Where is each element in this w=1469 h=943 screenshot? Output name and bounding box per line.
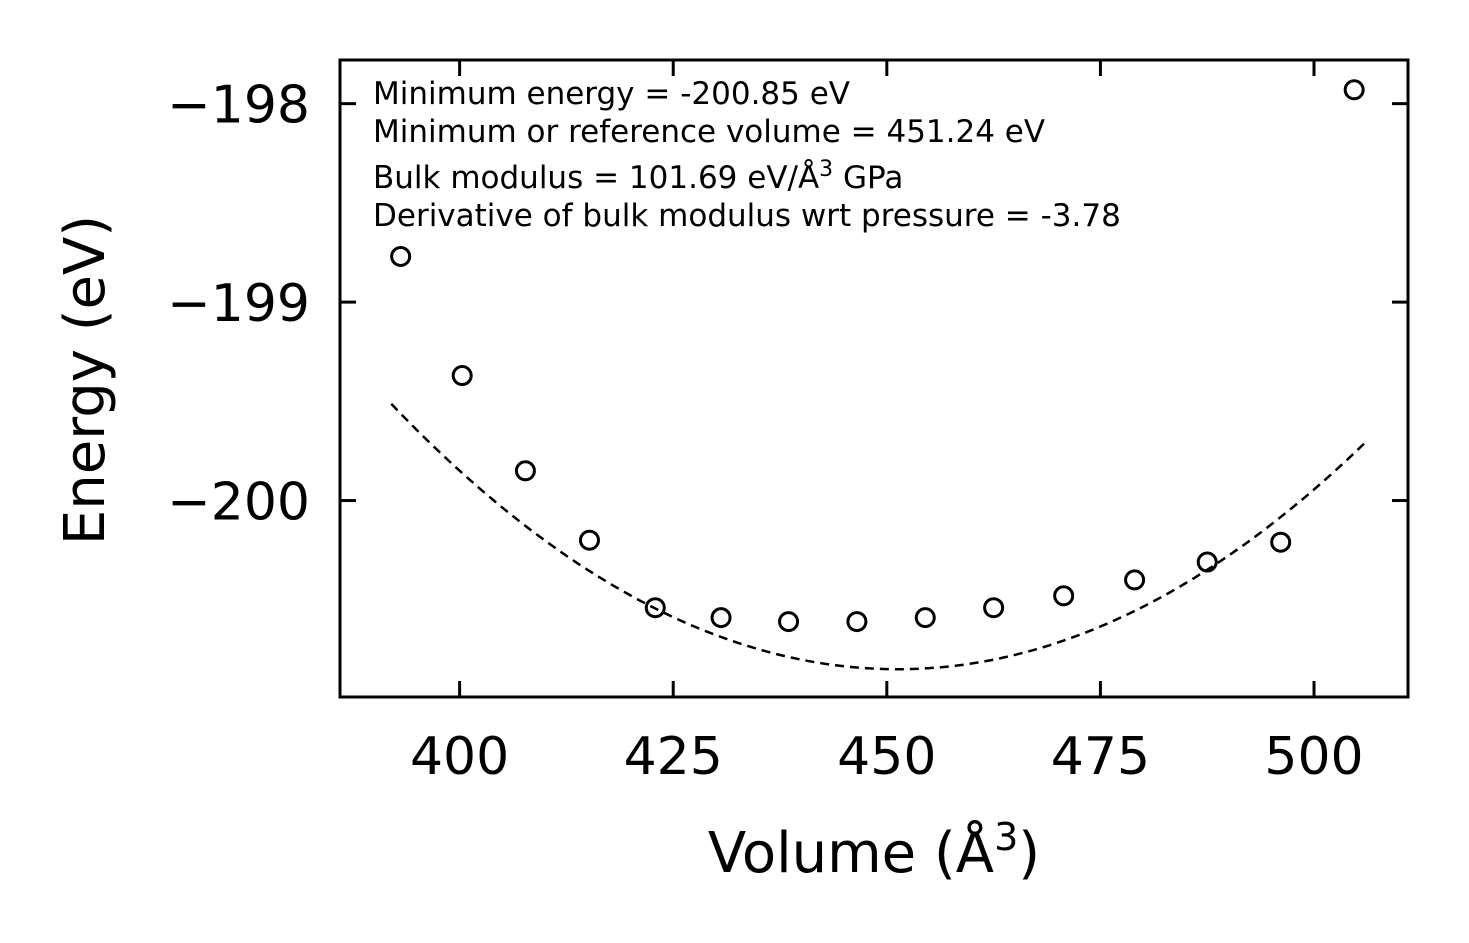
annotation-bulk-modulus-main: Bulk modulus = 101.69 eV/Å — [373, 160, 819, 196]
annotation-min-energy: Minimum energy = -200.85 eV — [373, 76, 850, 112]
data-point — [390, 245, 412, 267]
data-point — [578, 529, 600, 551]
data-point — [914, 607, 936, 629]
x-axis-label-end: ) — [1018, 821, 1040, 886]
x-axis-label-main: Volume (Å — [708, 820, 994, 886]
data-point — [1343, 79, 1365, 101]
y-tick-label: −200 — [167, 473, 310, 533]
annotation-bulk-modulus-unit: GPa — [833, 160, 903, 196]
data-point — [1196, 551, 1218, 573]
annotation-ref-volume: Minimum or reference volume = 451.24 eV — [373, 114, 1045, 150]
y-axis-label: Energy (eV) — [53, 215, 118, 545]
data-point — [514, 460, 536, 482]
y-axis-ticks: −198 −199 −200 — [167, 76, 1408, 533]
annotation-bulk-modulus-sup: 3 — [819, 157, 833, 182]
data-point — [983, 597, 1005, 619]
data-point — [846, 611, 868, 633]
fit-curve — [390, 403, 1367, 671]
data-point — [1053, 585, 1075, 607]
x-tick-label: 425 — [624, 727, 723, 787]
annotation-bulk-derivative: Derivative of bulk modulus wrt pressure … — [373, 198, 1121, 234]
x-axis-label-sup: 3 — [994, 815, 1018, 859]
data-point — [1270, 531, 1292, 553]
data-point — [778, 611, 800, 633]
x-tick-label: 450 — [837, 727, 936, 787]
data-points — [390, 79, 1365, 633]
x-axis-label: Volume (Å3) — [708, 815, 1040, 886]
x-tick-label: 400 — [410, 727, 509, 787]
y-tick-label: −198 — [167, 76, 310, 136]
data-point — [1124, 569, 1146, 591]
x-axis-ticks: 400 425 450 475 500 — [410, 60, 1364, 787]
data-point — [710, 607, 732, 629]
annotation-bulk-modulus: Bulk modulus = 101.69 eV/Å3 GPa — [373, 157, 903, 196]
x-tick-label: 475 — [1051, 727, 1150, 787]
data-point — [644, 597, 666, 619]
plot-frame — [338, 58, 1410, 699]
x-tick-label: 500 — [1264, 727, 1363, 787]
data-point — [451, 365, 473, 387]
y-tick-label: −199 — [167, 274, 310, 334]
